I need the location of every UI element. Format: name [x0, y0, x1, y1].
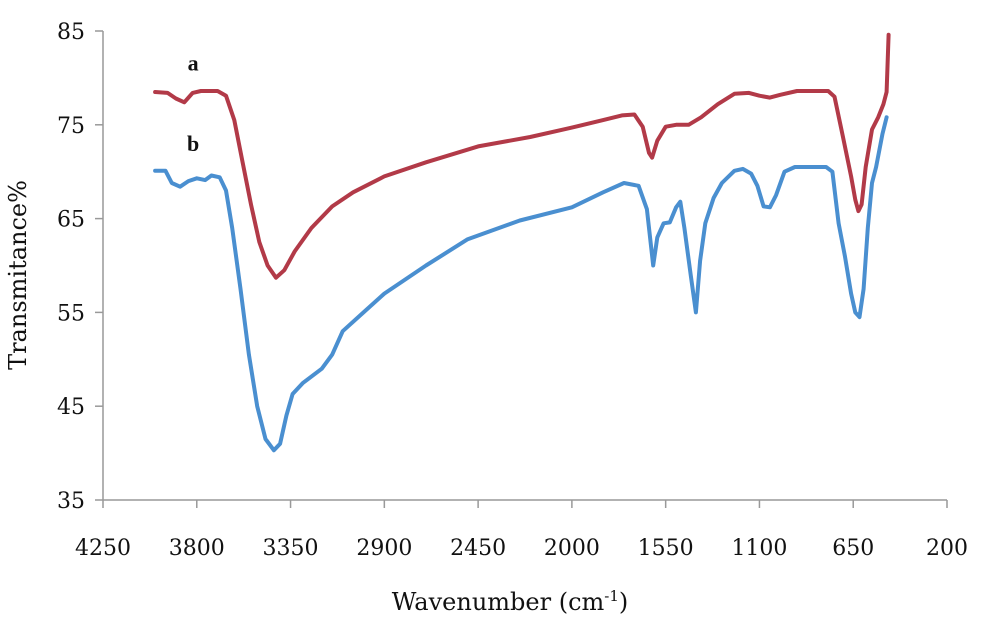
axes — [95, 30, 948, 508]
y-tick-label: 85 — [57, 20, 85, 45]
x-tick-label: 650 — [832, 536, 874, 561]
y-tick-label: 55 — [57, 301, 85, 326]
x-tick-label: 4250 — [75, 536, 131, 561]
series-label-a: a — [188, 50, 199, 75]
series-layer: ab — [153, 32, 891, 453]
y-axis-title: Transmitance% — [4, 180, 32, 370]
x-tick-label: 200 — [926, 536, 968, 561]
tick-labels: 35 45 55 65 75 85 4250 3800 3350 2900 2450 2000 1550… — [57, 20, 968, 561]
y-tick-label: 45 — [57, 395, 85, 420]
x-tick-label: 1100 — [731, 536, 787, 561]
x-tick-label: 3800 — [169, 536, 225, 561]
x-tick-label: 2000 — [544, 536, 600, 561]
x-tick-label: 2450 — [450, 536, 506, 561]
y-tick-label: 35 — [57, 489, 85, 514]
x-tick-label: 2900 — [356, 536, 412, 561]
x-axis-title: Wavenumber (cm-1) — [392, 587, 629, 616]
y-tick-label: 65 — [57, 208, 85, 233]
series-label-b: b — [187, 131, 199, 156]
series-line-b — [153, 115, 889, 453]
x-tick-label: 3350 — [263, 536, 319, 561]
y-tick-label: 75 — [57, 114, 85, 139]
series-line-a — [153, 32, 891, 280]
x-tick-label: 1550 — [638, 536, 694, 561]
